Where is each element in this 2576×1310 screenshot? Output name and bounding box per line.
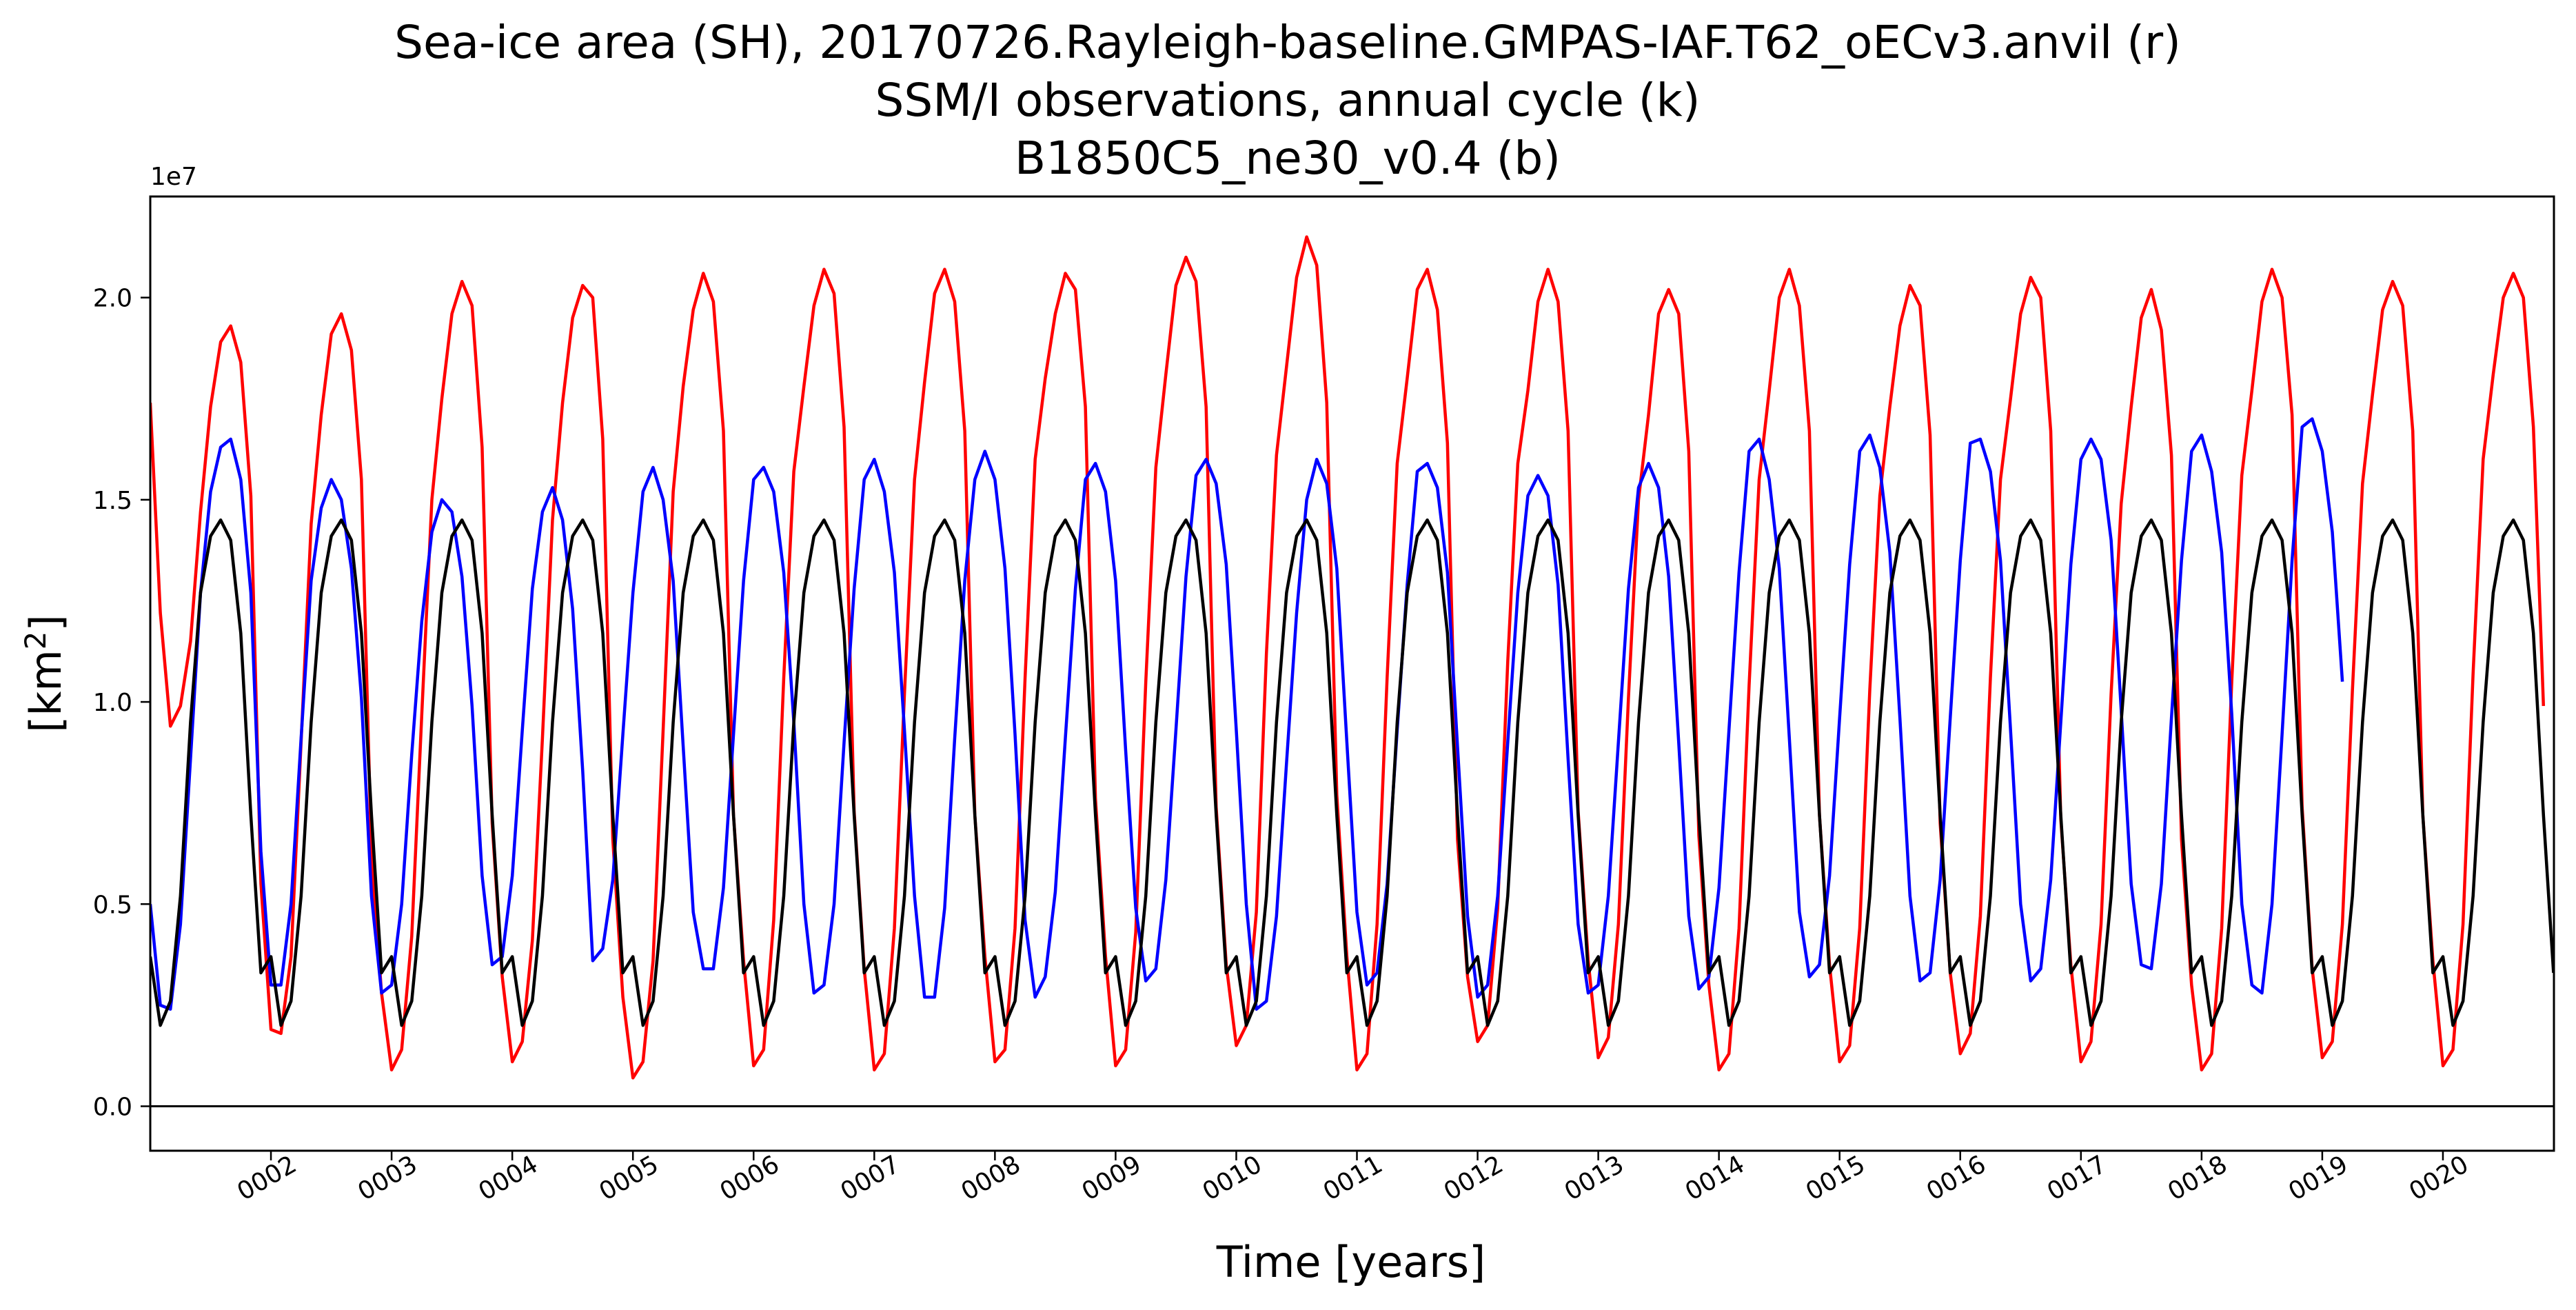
y-axis-label-close: ]: [21, 614, 71, 631]
x-tick-label: 0012: [1439, 1150, 1508, 1206]
x-tick-label: 0004: [474, 1150, 542, 1206]
x-axis-ticks: 0002 0003 0004 0005 0006 0007 0008 0009 0010 0011…: [232, 1150, 2473, 1206]
x-tick-label: 0019: [2284, 1150, 2353, 1206]
series-line-2: [150, 518, 2554, 1027]
series-group: [150, 235, 2554, 1080]
x-tick-label: 0018: [2163, 1150, 2232, 1206]
plot-frame: [149, 195, 2555, 1152]
y-tick-label: 2.0: [93, 285, 132, 313]
x-tick-label: 0009: [1077, 1150, 1146, 1206]
x-axis-label: Time [years]: [1216, 1237, 1485, 1287]
chart-title: Sea-ice area (SH), 20170726.Rayleigh-bas…: [394, 16, 2181, 185]
x-tick-label: 0007: [836, 1150, 905, 1206]
y-tick-label: 1.5: [93, 487, 132, 515]
x-tick-label: 0010: [1198, 1150, 1267, 1206]
x-tick-label: 0016: [1922, 1150, 1991, 1206]
x-tick-label: 0014: [1681, 1150, 1750, 1206]
y-tick-label: 1.0: [93, 689, 132, 717]
y-axis-label: [km2]: [19, 614, 71, 732]
x-tick-label: 0020: [2404, 1150, 2473, 1206]
x-tick-label: 0008: [957, 1150, 1026, 1206]
x-tick-label: 0005: [595, 1150, 664, 1206]
x-tick-label: 0003: [353, 1150, 422, 1206]
y-axis-label-main: [km: [21, 649, 71, 733]
y-offset-text: 1e7: [150, 163, 197, 191]
x-tick-label: 0017: [2042, 1150, 2111, 1206]
x-tick-label: 0011: [1319, 1150, 1388, 1206]
title-line-1: Sea-ice area (SH), 20170726.Rayleigh-bas…: [394, 16, 2181, 69]
x-tick-label: 0006: [716, 1150, 784, 1206]
title-line-3: B1850C5_ne30_v0.4 (b): [1015, 132, 1561, 185]
y-axis-label-superscript: 2: [19, 631, 52, 649]
x-tick-label: 0013: [1560, 1150, 1629, 1206]
series-line-1: [150, 417, 2344, 1011]
y-tick-label: 0.0: [93, 1093, 132, 1121]
x-tick-label: 0002: [232, 1150, 301, 1206]
y-axis-ticks: 0.0 0.5 1.0 1.5 2.0: [93, 285, 150, 1121]
x-tick-label: 0015: [1801, 1150, 1870, 1206]
title-line-2: SSM/I observations, annual cycle (k): [875, 74, 1700, 127]
y-tick-label: 0.5: [93, 891, 132, 919]
